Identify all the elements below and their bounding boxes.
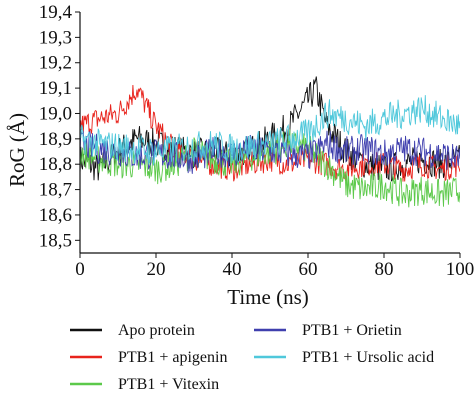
x-tick-label: 60 xyxy=(299,259,318,280)
y-tick-label: 19,3 xyxy=(39,27,72,48)
x-axis-title: Time (ns) xyxy=(227,285,309,309)
series-line-5 xyxy=(80,95,460,165)
legend-label-1: Apo protein xyxy=(118,322,195,339)
y-tick-label: 18,5 xyxy=(39,230,72,251)
legend-label-2: PTB1 + apigenin xyxy=(118,349,227,366)
x-tick-label: 0 xyxy=(75,259,85,280)
y-tick-label: 19,2 xyxy=(39,53,72,74)
x-tick-label: 40 xyxy=(223,259,242,280)
x-tick-label: 20 xyxy=(147,259,166,280)
y-tick-label: 18,8 xyxy=(39,154,72,175)
y-tick-label: 19,1 xyxy=(39,78,72,99)
legend-label-3: PTB1 + Vitexin xyxy=(118,376,219,393)
axes: 18,5 18,6 18,7 18,8 18,9 19,0 19,1 19,2 19,3 19,4… xyxy=(39,2,474,280)
y-tick-label: 18,9 xyxy=(39,129,72,150)
legend: Apo protein PTB1 + apigenin PTB1 + Vitexin… xyxy=(70,322,434,393)
y-tick-label: 18,6 xyxy=(39,205,72,226)
series-line-3 xyxy=(80,129,460,208)
y-tick-label: 18,7 xyxy=(39,180,72,201)
x-tick-label: 100 xyxy=(446,259,474,280)
series-line-2 xyxy=(80,84,460,182)
x-tick-label: 80 xyxy=(375,259,394,280)
plot-area xyxy=(80,76,460,208)
series-line-4 xyxy=(80,129,460,174)
legend-label-4: PTB1 + Orietin xyxy=(302,322,402,339)
y-axis-title: RoG (Å) xyxy=(5,113,29,187)
legend-label-5: PTB1 + Ursolic acid xyxy=(302,349,434,366)
y-tick-label: 19,4 xyxy=(39,2,73,23)
y-tick-label: 19,0 xyxy=(39,103,72,124)
